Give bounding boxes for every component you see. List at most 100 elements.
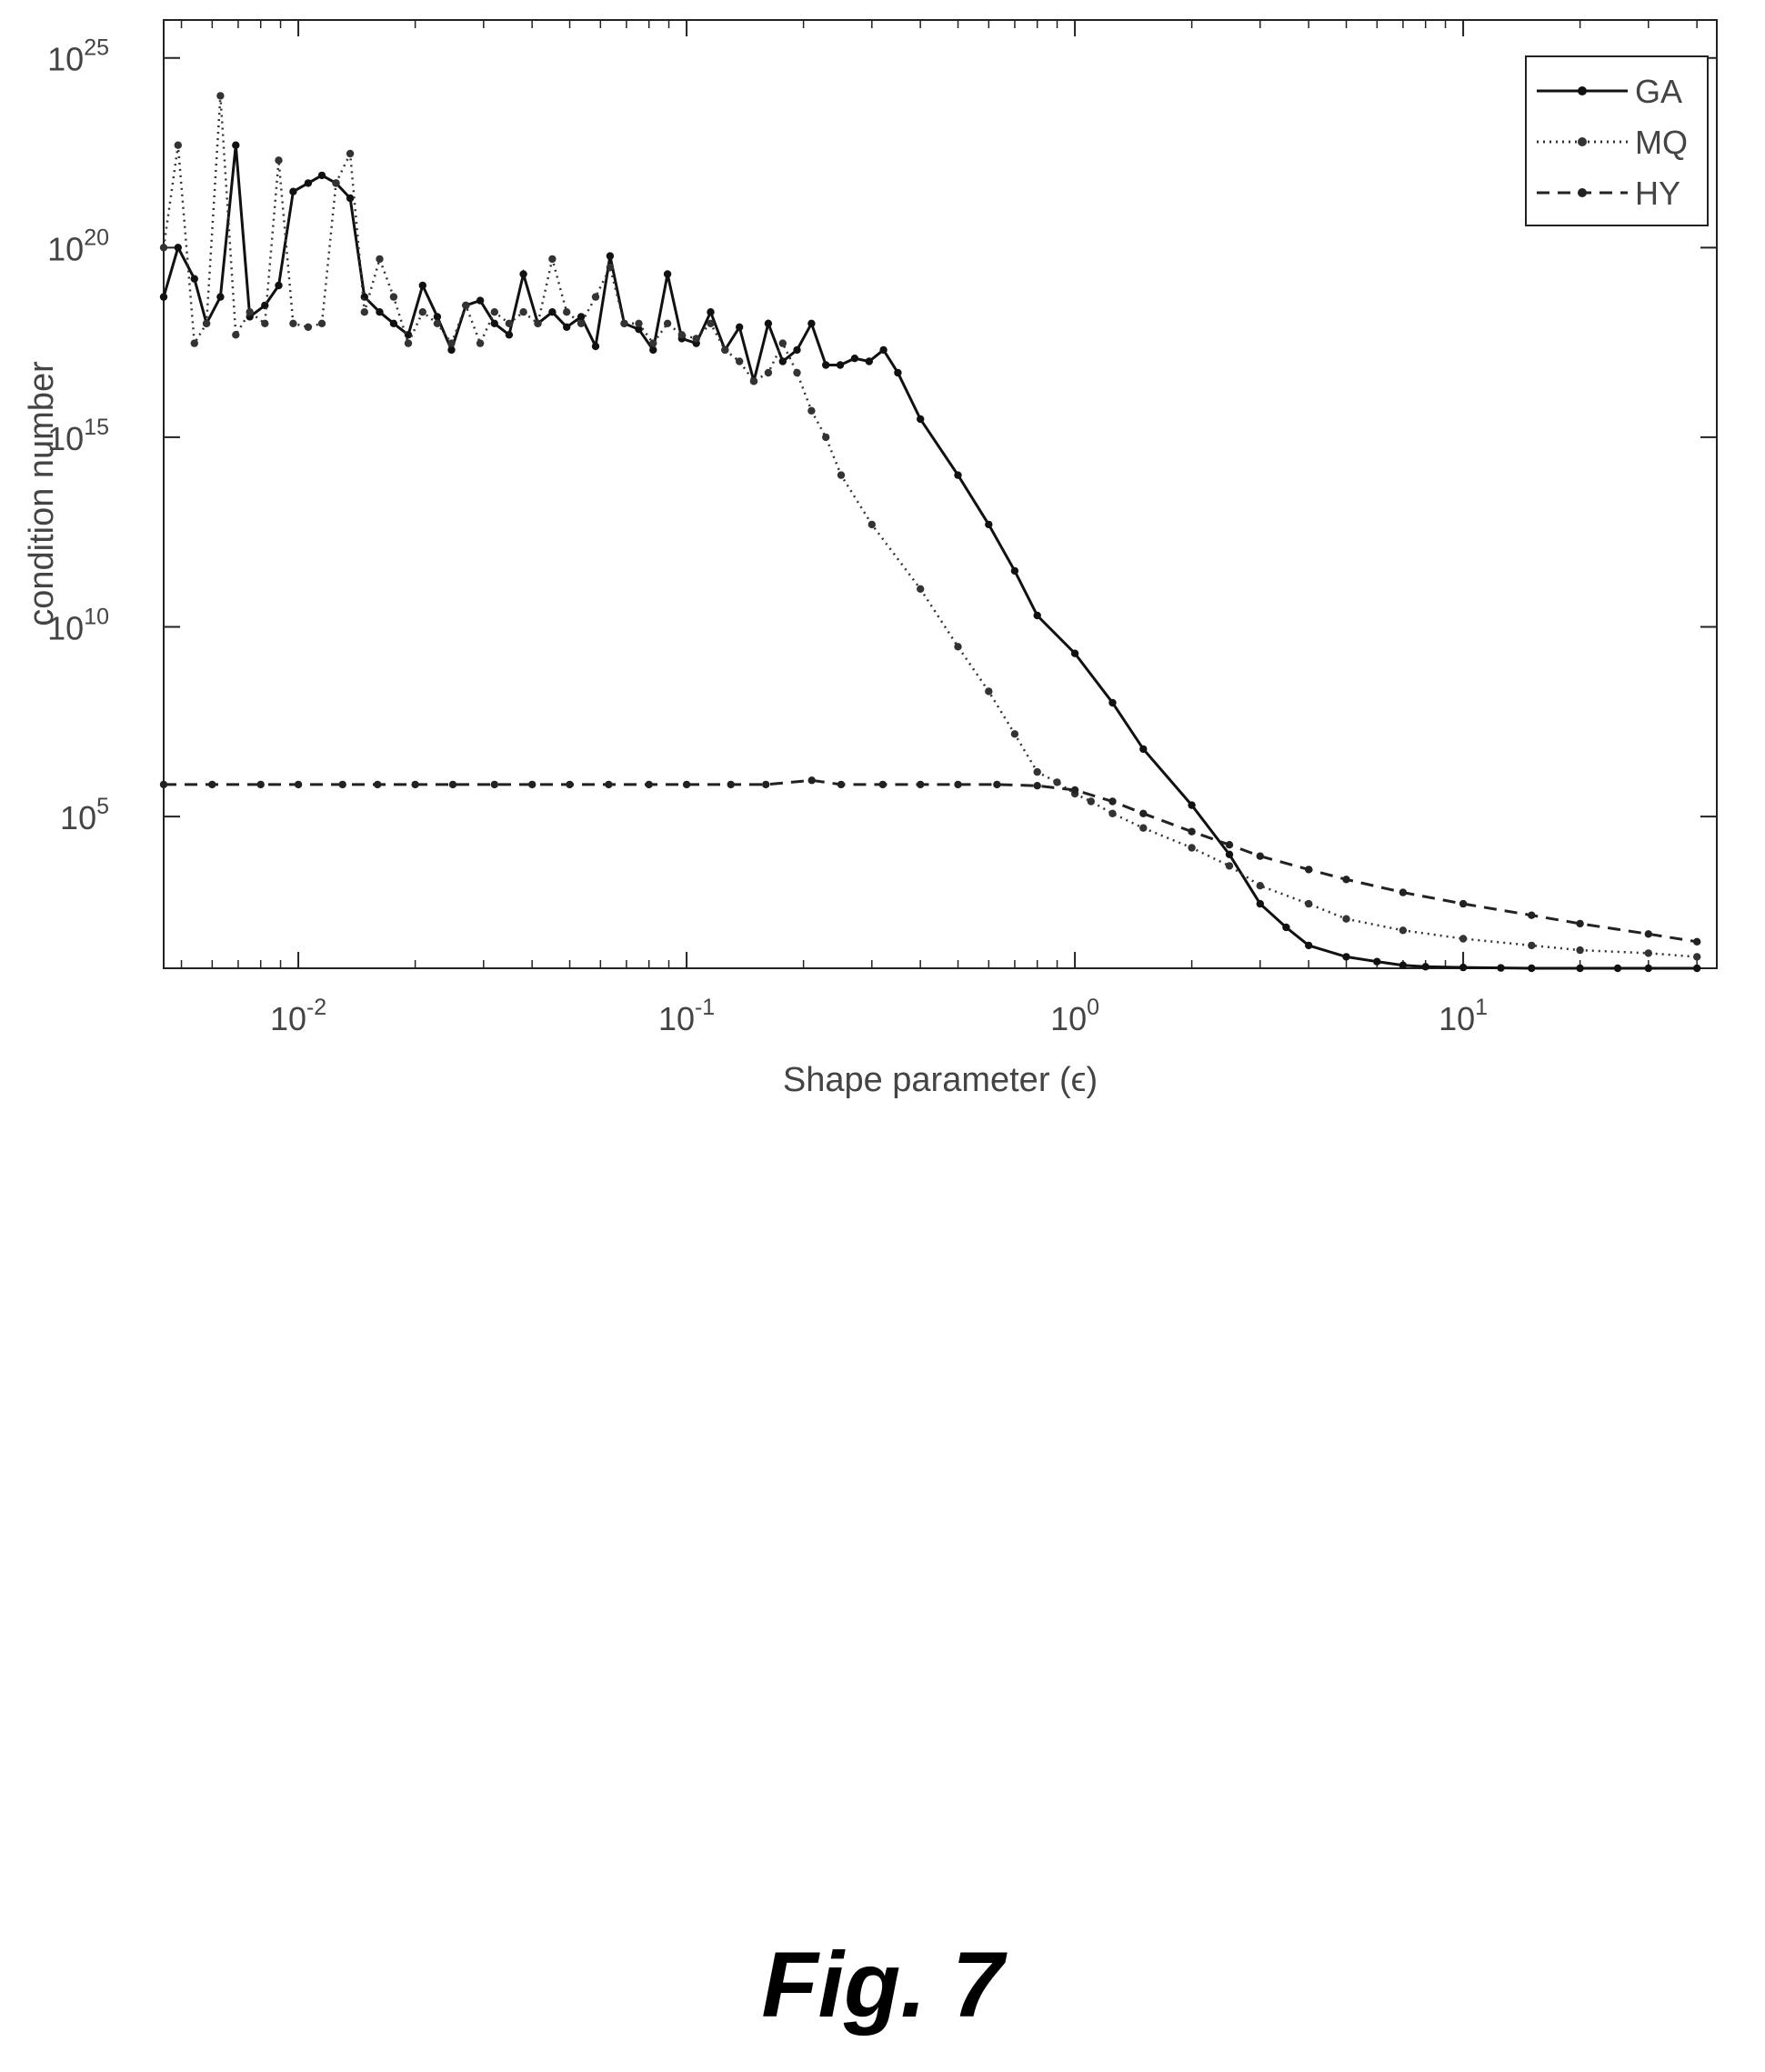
data-point bbox=[1576, 964, 1584, 973]
data-point bbox=[807, 406, 816, 415]
data-point bbox=[1693, 937, 1701, 946]
x-tick-label: 10-2 bbox=[270, 995, 326, 1037]
data-point bbox=[663, 319, 672, 327]
data-point bbox=[476, 339, 485, 347]
data-point bbox=[1305, 899, 1313, 908]
data-point bbox=[548, 308, 557, 316]
data-point bbox=[736, 323, 744, 331]
data-point bbox=[208, 780, 216, 789]
data-point bbox=[635, 319, 643, 327]
data-point bbox=[917, 585, 925, 593]
data-point bbox=[807, 319, 816, 327]
data-point bbox=[591, 342, 600, 351]
data-point bbox=[1070, 786, 1079, 795]
data-point bbox=[1225, 862, 1234, 870]
data-point bbox=[304, 323, 313, 331]
series-line bbox=[162, 145, 1698, 970]
data-point bbox=[519, 270, 527, 278]
data-point bbox=[246, 308, 254, 316]
data-point bbox=[1342, 915, 1350, 923]
data-point bbox=[1010, 730, 1019, 738]
data-point bbox=[1528, 911, 1536, 919]
data-point bbox=[289, 187, 297, 195]
legend-label: MQ bbox=[1635, 124, 1688, 161]
data-point bbox=[534, 319, 542, 327]
data-point bbox=[159, 244, 168, 252]
data-point bbox=[1033, 611, 1041, 620]
legend-label: HY bbox=[1635, 175, 1680, 212]
data-point bbox=[261, 301, 269, 310]
legend-marker bbox=[1578, 137, 1587, 146]
data-point bbox=[591, 293, 600, 301]
data-point bbox=[822, 361, 830, 369]
data-point bbox=[707, 308, 715, 316]
data-point bbox=[1693, 953, 1701, 961]
figure-caption: Fig. 7 bbox=[761, 1933, 1004, 2037]
data-point bbox=[692, 335, 700, 343]
data-point bbox=[837, 780, 846, 789]
data-point bbox=[216, 92, 225, 100]
data-point bbox=[985, 520, 993, 529]
data-point bbox=[447, 345, 456, 355]
data-point bbox=[1342, 953, 1350, 961]
data-point bbox=[476, 296, 485, 305]
data-point bbox=[635, 325, 643, 334]
data-point bbox=[1644, 930, 1653, 938]
data-point bbox=[1421, 963, 1429, 971]
legend: GA MQ HY bbox=[1525, 55, 1709, 226]
data-point bbox=[1033, 782, 1041, 790]
data-point bbox=[346, 149, 355, 158]
data-point bbox=[605, 780, 613, 789]
data-point bbox=[448, 780, 457, 789]
data-point bbox=[433, 319, 442, 327]
data-point bbox=[1139, 824, 1148, 832]
data-point bbox=[1342, 876, 1350, 884]
data-point bbox=[867, 520, 876, 529]
data-point bbox=[505, 331, 514, 339]
data-point bbox=[1108, 698, 1117, 707]
data-point bbox=[338, 780, 346, 789]
data-point bbox=[762, 780, 770, 789]
data-point bbox=[1053, 778, 1061, 786]
data-point bbox=[807, 776, 816, 785]
data-point bbox=[190, 339, 198, 347]
data-point bbox=[1373, 957, 1381, 966]
data-point bbox=[663, 270, 672, 278]
data-point bbox=[620, 319, 628, 327]
data-point bbox=[1528, 941, 1536, 950]
y-tick-label: 1020 bbox=[47, 225, 109, 267]
data-point bbox=[1010, 566, 1019, 576]
data-point bbox=[202, 319, 211, 327]
data-point bbox=[1399, 961, 1408, 969]
data-point bbox=[275, 281, 283, 290]
data-point bbox=[376, 255, 384, 264]
data-point bbox=[837, 471, 846, 479]
series-line bbox=[162, 95, 1698, 958]
data-point bbox=[1225, 841, 1234, 849]
data-point bbox=[190, 275, 198, 283]
data-point bbox=[793, 345, 801, 355]
data-point bbox=[490, 780, 498, 789]
data-point bbox=[1070, 649, 1079, 657]
data-point bbox=[1033, 767, 1041, 776]
data-point bbox=[376, 308, 384, 316]
series-line bbox=[164, 778, 1698, 944]
data-point bbox=[865, 357, 873, 365]
data-point bbox=[433, 313, 442, 321]
data-point bbox=[256, 780, 265, 789]
data-point bbox=[778, 357, 787, 365]
data-point bbox=[174, 244, 182, 252]
data-point bbox=[1305, 941, 1313, 950]
y-axis-label: condition number bbox=[23, 361, 61, 626]
data-point bbox=[649, 345, 657, 355]
data-point bbox=[1528, 964, 1536, 973]
series-mq bbox=[159, 92, 1701, 961]
data-point bbox=[261, 319, 269, 327]
data-point bbox=[577, 313, 586, 321]
data-point bbox=[707, 319, 715, 327]
data-point bbox=[1225, 850, 1234, 858]
data-point bbox=[764, 319, 773, 327]
data-point bbox=[418, 308, 426, 316]
data-point bbox=[1282, 923, 1290, 932]
x-tick-label: 100 bbox=[1050, 995, 1099, 1037]
